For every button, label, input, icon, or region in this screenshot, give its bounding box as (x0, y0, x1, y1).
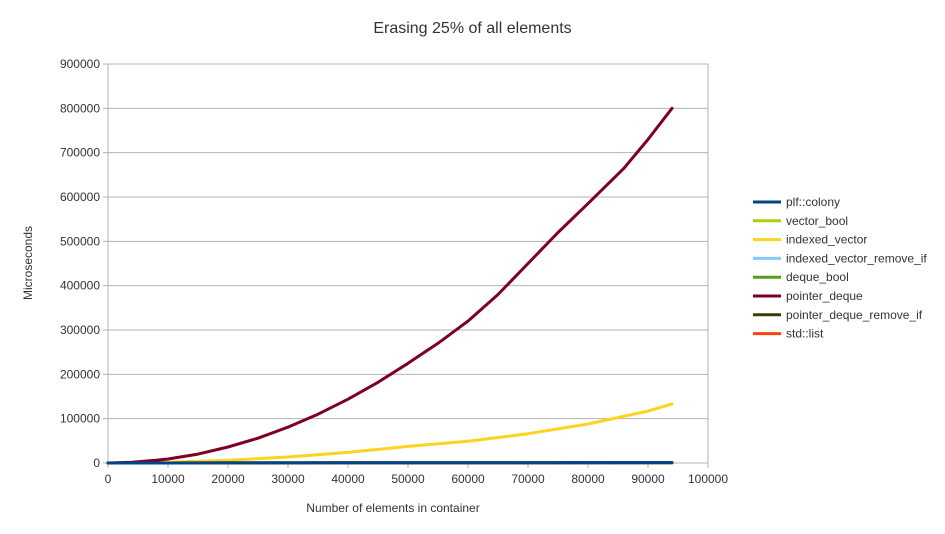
x-axis-title: Number of elements in container (306, 501, 479, 515)
series-line-indexed-vector (106, 402, 674, 465)
y-tick-label: 800000 (60, 101, 100, 115)
series-line-pointer-deque (106, 106, 674, 465)
y-tick-label: 400000 (60, 279, 100, 293)
legend-label: vector_bool (786, 214, 848, 228)
x-tick-label: 10000 (151, 472, 185, 486)
grid-lines (108, 63, 708, 464)
axes: 0100000200000300000400000500000600000700… (60, 57, 728, 486)
y-tick-label: 700000 (60, 146, 100, 160)
x-tick-label: 60000 (451, 472, 485, 486)
series-lines (106, 106, 674, 465)
plot-area-frame (107, 63, 709, 464)
legend-label: indexed_vector_remove_if (786, 251, 927, 265)
y-tick-label: 500000 (60, 234, 100, 248)
legend-label: plf::colony (786, 195, 840, 209)
x-tick-label: 50000 (391, 472, 425, 486)
x-tick-label: 20000 (211, 472, 245, 486)
legend-label: indexed_vector (786, 233, 867, 247)
legend-label: pointer_deque (786, 289, 863, 303)
legend-label: pointer_deque_remove_if (786, 308, 923, 322)
y-axis-title: Microseconds (21, 226, 35, 300)
y-tick-label: 200000 (60, 367, 100, 381)
legend-label: std::list (786, 327, 824, 341)
x-tick-label: 40000 (331, 472, 365, 486)
y-tick-label: 600000 (60, 190, 100, 204)
y-tick-label: 100000 (60, 412, 100, 426)
y-tick-label: 0 (93, 456, 100, 470)
chart-title: Erasing 25% of all elements (373, 20, 572, 37)
x-tick-label: 30000 (271, 472, 305, 486)
x-tick-label: 0 (105, 472, 112, 486)
legend: plf::colonyvector_boolindexed_vectorinde… (753, 195, 927, 341)
x-tick-label: 90000 (631, 472, 665, 486)
x-tick-label: 100000 (688, 472, 728, 486)
y-tick-label: 900000 (60, 57, 100, 71)
x-tick-label: 70000 (511, 472, 545, 486)
legend-label: deque_bool (786, 270, 849, 284)
x-tick-label: 80000 (571, 472, 605, 486)
y-tick-label: 300000 (60, 323, 100, 337)
